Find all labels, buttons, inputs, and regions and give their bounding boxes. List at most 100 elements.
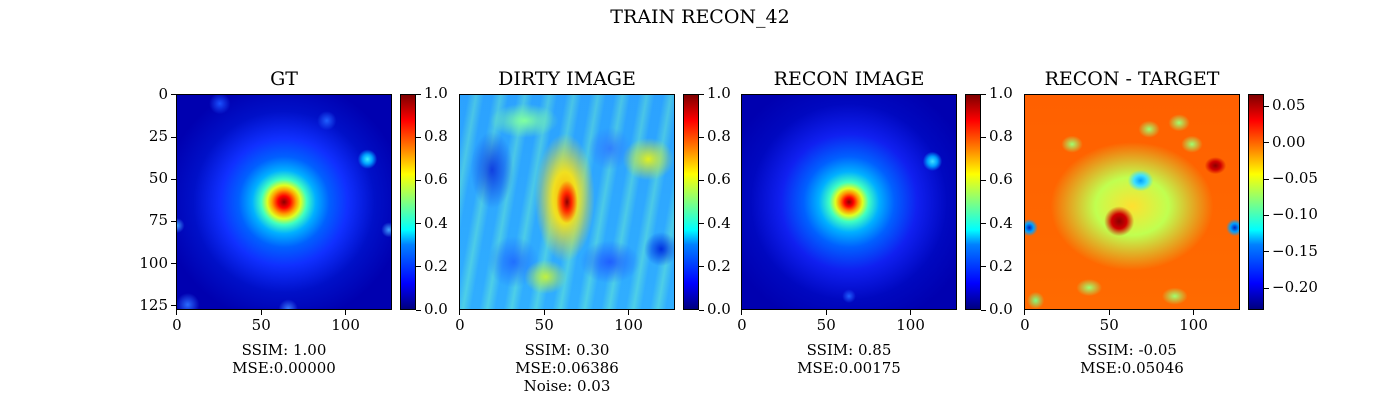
colorbar-tick-mark [699,179,704,181]
colorbar-tick-mark [1264,287,1269,289]
x-tick-mark [628,310,630,315]
diff-heatmap [1024,94,1240,310]
colorbar-tick-label: 0.8 [989,127,1013,146]
panel-gt: GT SSIM: 1.00 MSE:0.00000 0 50 100 0 25 50 75 1… [139,0,506,400]
colorbar-tick-mark [1264,178,1269,180]
y-tick-label: 0 [158,84,168,103]
y-tick-label: 75 [148,211,168,230]
y-tick-mark [171,263,176,265]
x-tick-label: 100 [1179,316,1208,334]
x-tick-mark [1024,310,1026,315]
y-tick-label: 100 [139,253,168,272]
x-tick-mark [459,310,461,315]
colorbar [1248,94,1264,310]
colorbar [400,94,416,310]
colorbar-tick-label: −0.20 [1272,278,1318,297]
x-tick-label: 0 [455,316,465,334]
y-tick-label: 50 [148,169,168,188]
x-tick-mark [741,310,743,315]
colorbar-tick-label: 0.6 [707,170,731,189]
colorbar-tick-mark [416,179,421,181]
panel-recon: RECON IMAGE SSIM: 0.85 MSE:0.00175 0 50 10… [737,0,1071,400]
y-tick-mark [171,305,176,307]
x-tick-label: 100 [896,316,925,334]
colorbar-tick-mark [981,136,986,138]
panel-title: RECON - TARGET [1044,68,1220,90]
colorbar-tick-label: 0.05 [1272,96,1306,115]
colorbar-tick-label: 0.4 [707,213,731,232]
colorbar-tick-mark [699,136,704,138]
mse-label: MSE:0.00000 [232,359,336,377]
gt-heatmap [176,94,392,310]
colorbar-tick-label: 1.0 [989,84,1013,102]
colorbar-tick-mark [981,179,986,181]
x-tick-mark [825,310,827,315]
metrics-caption: SSIM: 0.85 MSE:0.00175 [701,341,997,377]
x-tick-label: 50 [816,316,836,334]
x-tick-mark [1193,310,1195,315]
x-tick-mark [176,310,178,315]
metrics-caption: SSIM: 1.00 MSE:0.00000 [136,341,432,377]
ssim-label: SSIM: 0.30 [524,341,610,359]
ssim-label: SSIM: 1.00 [241,341,327,359]
colorbar-tick-mark [416,136,421,138]
panel-title: GT [270,68,298,90]
x-tick-mark [345,310,347,315]
ssim-label: SSIM: 0.85 [806,341,892,359]
mse-label: MSE:0.05046 [1080,359,1184,377]
colorbar-tick-label: 0.8 [424,127,448,146]
colorbar-tick-label: −0.05 [1272,169,1318,188]
colorbar-tick-label: −0.15 [1272,241,1318,260]
y-tick-mark [171,136,176,138]
colorbar-tick-mark [1264,142,1269,144]
panel-title: RECON IMAGE [773,68,925,90]
metrics-caption: SSIM: -0.05 MSE:0.05046 [984,341,1280,377]
colorbar-tick-label: 0.2 [707,256,731,275]
metrics-caption: SSIM: 0.30 MSE:0.06386 Noise: 0.03 [419,341,715,395]
colorbar-tick-mark [1264,105,1269,107]
panel-diff: RECON - TARGET SSIM: -0.05 MSE:0.05046 0… [1020,0,1354,400]
x-tick-label: 50 [1099,316,1119,334]
colorbar-tick-label: 0.6 [424,170,448,189]
colorbar-tick-mark [981,266,986,268]
colorbar-tick-mark [699,223,704,225]
colorbar-tick-mark [1264,251,1269,253]
x-tick-label: 100 [614,316,643,334]
colorbar-tick-label: 0.8 [707,127,731,146]
x-tick-mark [260,310,262,315]
y-tick-mark [171,94,176,96]
y-tick-mark [171,220,176,222]
mse-label: MSE:0.06386 [515,359,619,377]
ssim-label: SSIM: -0.05 [1087,341,1177,359]
colorbar-tick-mark [416,266,421,268]
colorbar-tick-mark [416,309,421,311]
figure-title: TRAIN RECON_42 [610,6,790,28]
colorbar-tick-label: 0.4 [424,213,448,232]
y-tick-mark [171,178,176,180]
colorbar-tick-mark [699,309,704,311]
x-tick-mark [543,310,545,315]
colorbar-tick-mark [1264,214,1269,216]
panel-title: DIRTY IMAGE [498,68,636,90]
x-tick-label: 0 [737,316,747,334]
x-tick-mark [910,310,912,315]
x-tick-label: 50 [534,316,554,334]
y-tick-label: 25 [148,127,168,146]
noise-label: Noise: 0.03 [523,377,611,395]
colorbar-tick-mark [416,223,421,225]
colorbar-tick-label: 0.0 [424,300,448,318]
colorbar-tick-label: 0.0 [989,300,1013,318]
colorbar-tick-label: 0.2 [989,256,1013,275]
colorbar-tick-mark [981,309,986,311]
colorbar-tick-label: 1.0 [424,84,448,102]
colorbar-tick-mark [699,266,704,268]
y-tick-label: 125 [139,295,168,314]
colorbar-tick-label: 0.2 [424,256,448,275]
colorbar-tick-mark [699,93,704,95]
dirty-heatmap [459,94,675,310]
colorbar-tick-label: 0.6 [989,170,1013,189]
recon-heatmap [741,94,957,310]
panel-dirty: DIRTY IMAGE SSIM: 0.30 MSE:0.06386 Noise… [455,0,789,400]
x-tick-label: 0 [172,316,182,334]
colorbar-tick-label: 0.0 [707,300,731,318]
